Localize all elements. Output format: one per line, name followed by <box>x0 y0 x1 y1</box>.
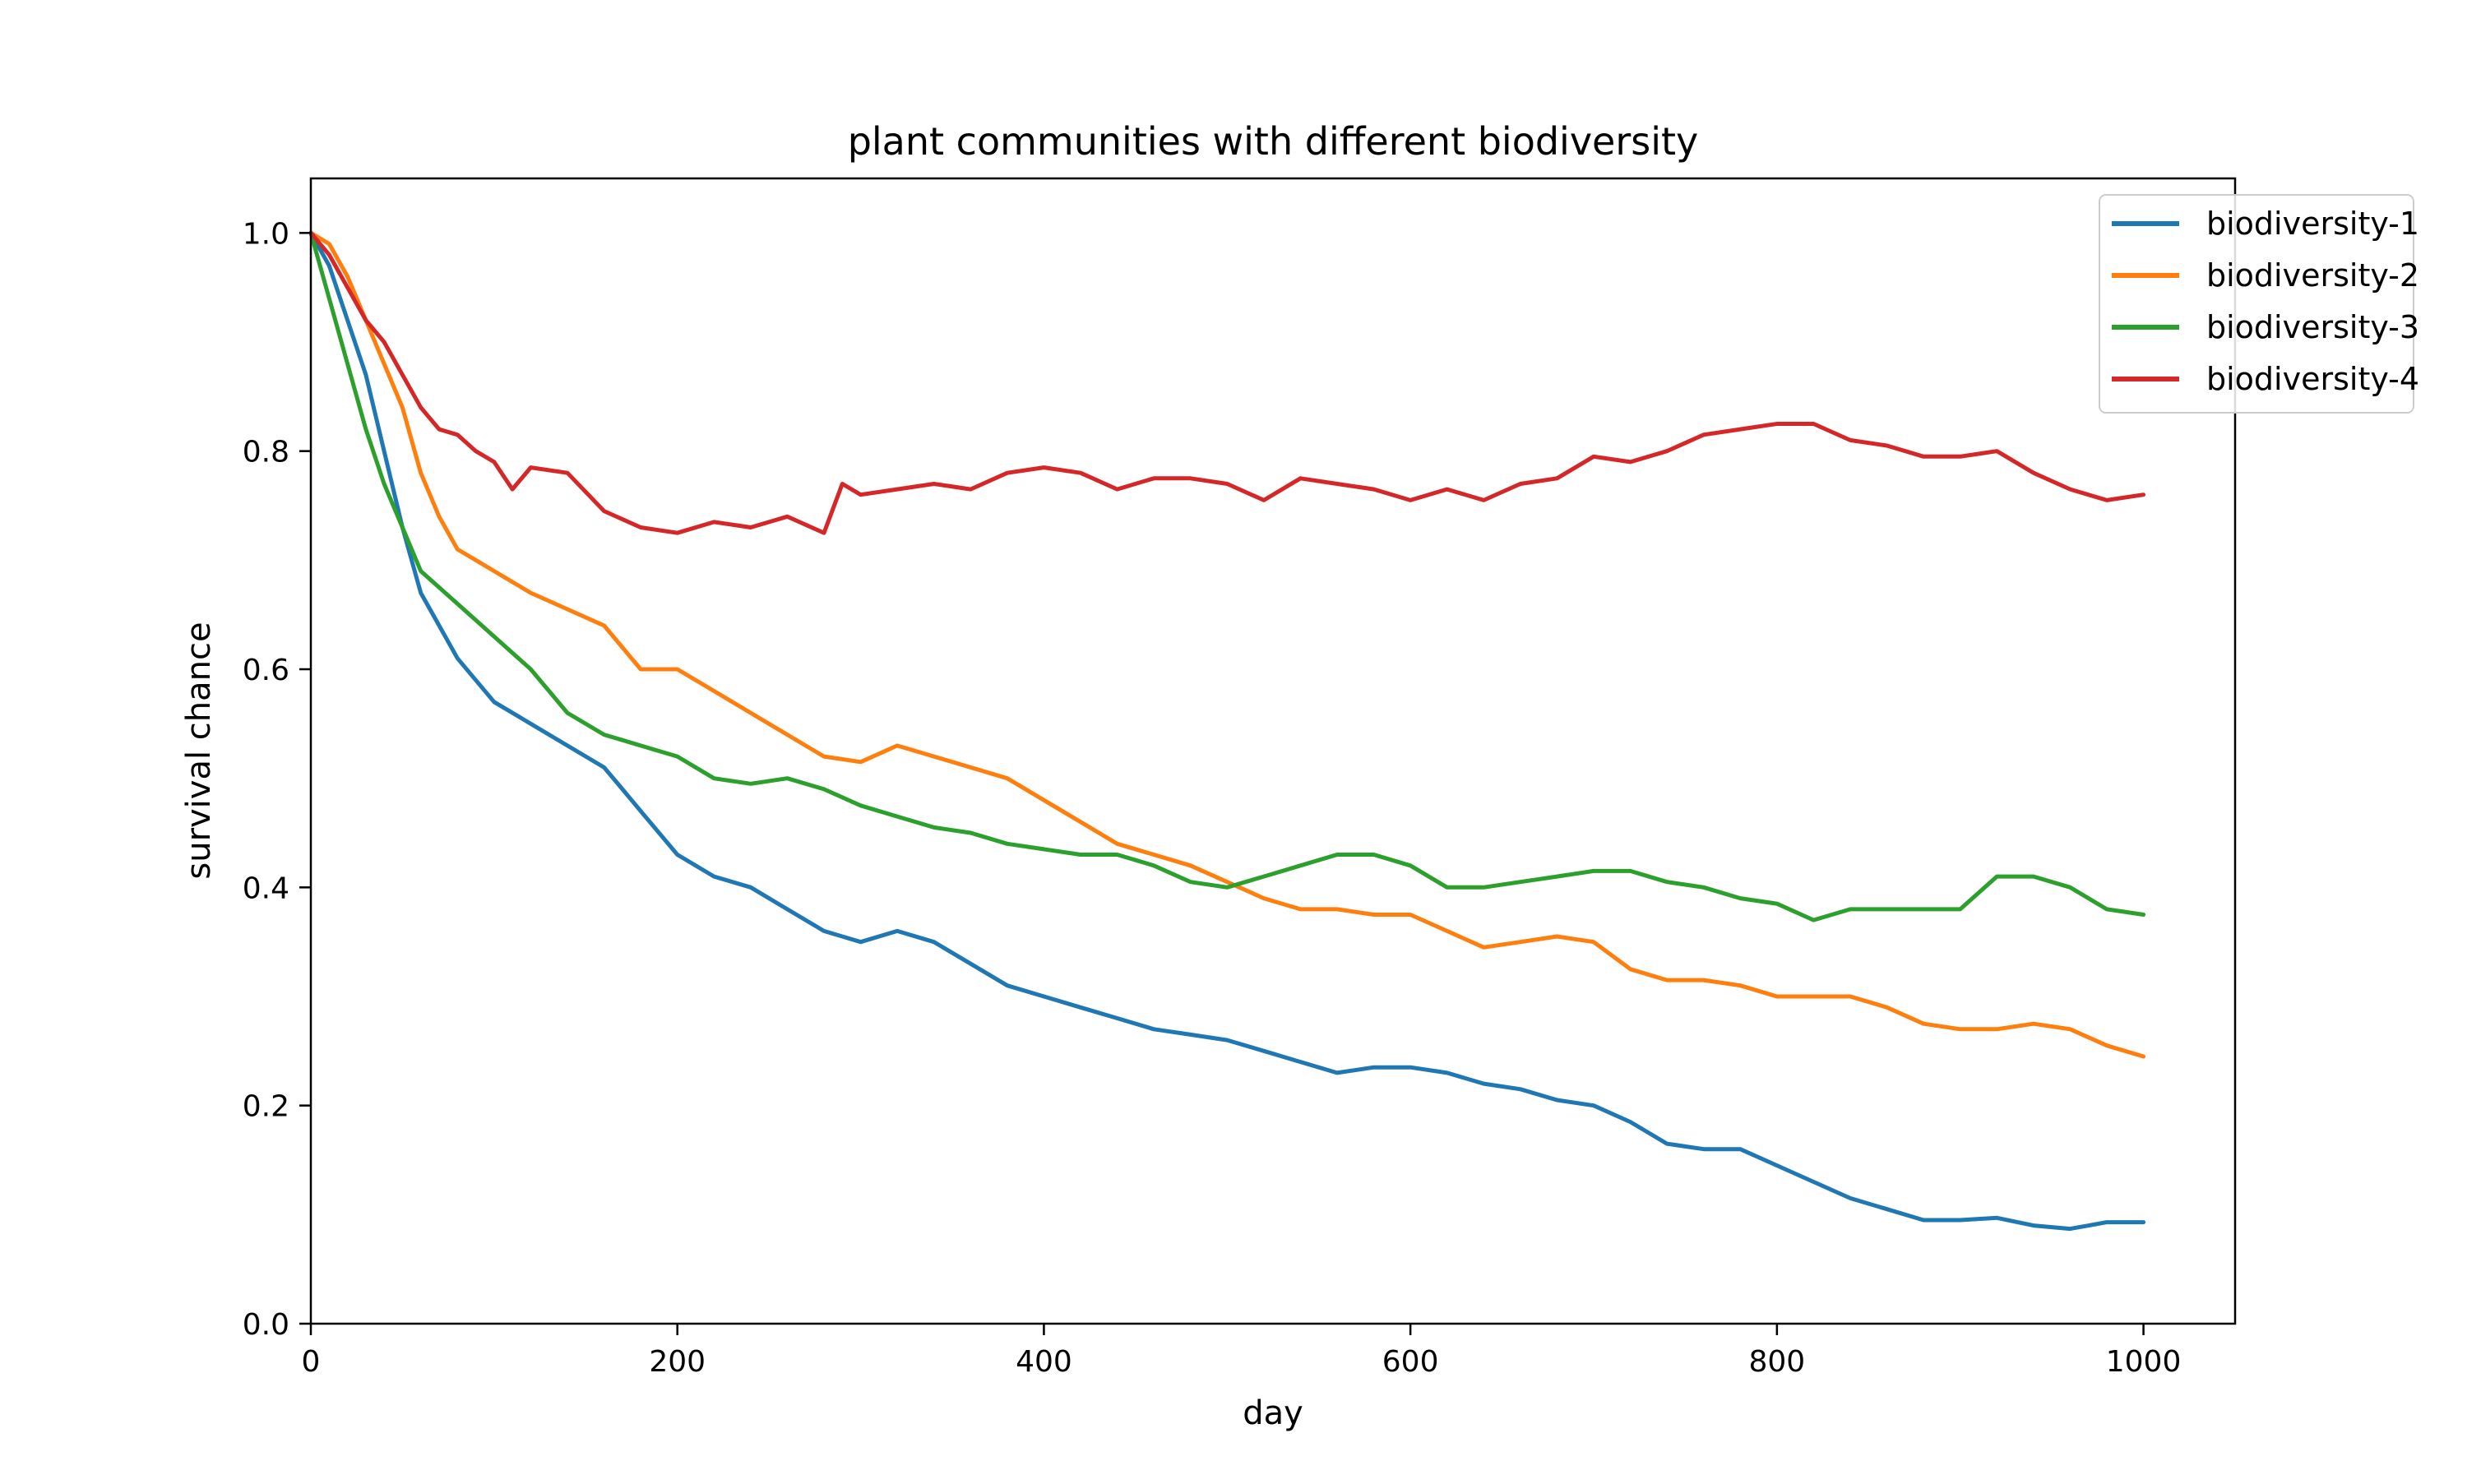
legend-box <box>2099 194 2414 414</box>
y-tick-label: 1.0 <box>243 217 289 251</box>
x-tick-label: 0 <box>302 1345 321 1379</box>
series-line-2 <box>308 230 2146 1059</box>
axis-ticks: 0 200 400 600 800 1000 0.0 0.2 0.4 0.6 0.8 1.0 <box>243 217 2182 1379</box>
series-line-4 <box>308 230 2146 535</box>
plot-area-frame <box>309 177 2237 1325</box>
legend-label-2: biodiversity-2 <box>2206 257 2419 294</box>
y-tick-label: 0.0 <box>243 1308 289 1342</box>
x-tick-label: 800 <box>1748 1345 1805 1379</box>
y-tick-label: 0.2 <box>243 1090 289 1124</box>
x-tick-label: 600 <box>1382 1345 1439 1379</box>
x-tick-label: 400 <box>1016 1345 1072 1379</box>
legend-label-1: biodiversity-1 <box>2206 206 2419 242</box>
x-tick-label: 200 <box>649 1345 706 1379</box>
series-layer <box>308 230 2146 1232</box>
series-line-1 <box>308 230 2146 1232</box>
legend-label-3: biodiversity-3 <box>2206 309 2419 345</box>
chart-title: plant communities with different biodive… <box>848 119 1699 164</box>
y-axis-label: survival chance <box>180 622 218 879</box>
y-tick-label: 0.8 <box>243 436 289 469</box>
series-line-3 <box>308 230 2146 922</box>
legend-items: biodiversity-1 biodiversity-2 biodiversity… <box>2112 206 2419 397</box>
legend: biodiversity-1 biodiversity-2 biodiversity… <box>2099 194 2419 414</box>
x-axis-label: day <box>1243 1394 1303 1432</box>
x-tick-label: 1000 <box>2106 1345 2182 1379</box>
y-tick-label: 0.6 <box>243 654 289 687</box>
y-tick-label: 0.4 <box>243 871 289 905</box>
legend-label-4: biodiversity-4 <box>2206 361 2419 397</box>
